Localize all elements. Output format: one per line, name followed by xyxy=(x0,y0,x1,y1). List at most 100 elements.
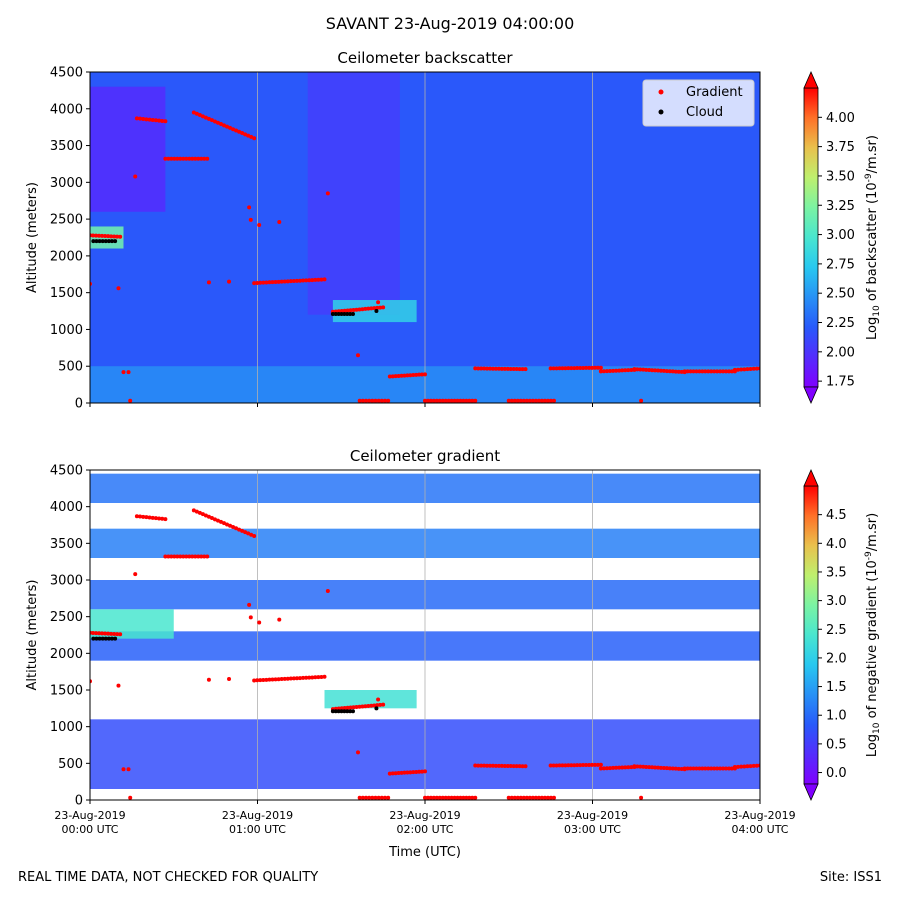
gradient-marker xyxy=(246,531,251,536)
gradient-marker xyxy=(206,677,211,682)
x-tick-label: 23-Aug-2019 xyxy=(54,809,125,822)
cloud-marker xyxy=(330,311,335,316)
gradient-marker xyxy=(726,369,731,374)
gradient-marker xyxy=(742,764,747,769)
gradient-marker xyxy=(248,217,253,222)
gradient-marker xyxy=(199,554,204,559)
x-tick-label: 03:00 UTC xyxy=(564,823,621,836)
gradient-marker xyxy=(190,156,195,161)
cloud-marker xyxy=(336,709,341,714)
gradient-marker xyxy=(566,366,571,371)
gradient-marker xyxy=(718,766,723,771)
gradient-marker xyxy=(729,766,734,771)
gradient-marker xyxy=(187,554,192,559)
backscatter-feature xyxy=(307,72,400,315)
gradient-marker xyxy=(408,770,413,775)
gradient-marker xyxy=(520,764,525,769)
y-tick-label: 1500 xyxy=(50,684,83,699)
gradient-marker xyxy=(375,305,380,310)
gradient-marker xyxy=(644,367,649,372)
gradient-marker xyxy=(581,763,586,768)
gradient-marker xyxy=(508,366,513,371)
gradient-marker xyxy=(202,554,207,559)
gradient-marker xyxy=(527,795,532,800)
gradient-marker xyxy=(203,513,208,518)
site-label: Site: ISS1 xyxy=(819,870,882,885)
gradient-marker xyxy=(291,676,296,681)
gradient-marker xyxy=(405,373,410,378)
gradient-marker xyxy=(473,366,478,371)
gradient-marker xyxy=(288,279,293,284)
gradient-marker xyxy=(676,369,681,374)
gradient-marker xyxy=(215,518,220,523)
gradient-marker xyxy=(222,521,226,526)
y-tick-label: 2000 xyxy=(50,249,83,264)
gradient-marker xyxy=(517,764,522,769)
gradient-marker xyxy=(688,766,693,771)
y-tick-label: 1000 xyxy=(50,323,83,338)
x-tick-label: 01:00 UTC xyxy=(229,823,286,836)
gradient-marker xyxy=(379,795,384,800)
gradient-marker xyxy=(255,280,260,285)
gradient-marker xyxy=(682,766,687,771)
gradient-marker xyxy=(147,117,152,122)
gradient-marker xyxy=(234,526,239,531)
gradient-marker xyxy=(626,368,631,373)
gradient-marker xyxy=(428,795,433,800)
gradient-marker xyxy=(509,398,514,403)
gradient-marker xyxy=(172,554,177,559)
gradient-marker xyxy=(285,279,290,284)
gradient-marker xyxy=(700,369,705,374)
gradient-marker xyxy=(632,367,637,372)
gradient-marker xyxy=(473,795,478,800)
gradient-marker xyxy=(452,398,457,403)
gradient-marker xyxy=(285,676,290,681)
gradient-marker xyxy=(639,795,644,800)
y-tick-label: 3500 xyxy=(50,537,83,552)
gradient-marker xyxy=(423,769,427,774)
y-tick-label: 1500 xyxy=(50,286,83,301)
gradient-marker xyxy=(248,615,253,620)
gradient-marker xyxy=(703,369,708,374)
gradient-marker xyxy=(515,398,520,403)
gradient-marker xyxy=(524,398,529,403)
gradient-marker xyxy=(414,372,419,377)
gradient-marker xyxy=(578,763,583,768)
gradient-marker xyxy=(270,280,275,285)
gradient-marker xyxy=(190,554,195,559)
gradient-marker xyxy=(408,373,413,378)
cloud-marker xyxy=(103,636,108,641)
gradient-marker xyxy=(703,766,708,771)
gradient-marker xyxy=(490,763,495,768)
gradient-marker xyxy=(736,764,741,769)
panel-gradient: Ceilometer gradient 0 500 1000 1500 2000 2500 3… xyxy=(25,447,882,860)
gradient-marker xyxy=(715,766,720,771)
gradient-marker xyxy=(485,763,490,768)
panel-backscatter: Ceilometer backscatter 0 500 1000 1500 2000 25… xyxy=(25,49,882,412)
gradient-marker xyxy=(563,366,568,371)
cloud-marker xyxy=(339,311,344,316)
gradient-marker xyxy=(141,514,146,519)
y-tick-label: 3500 xyxy=(50,139,83,154)
gradient-marker xyxy=(106,631,111,636)
gradient-marker xyxy=(115,234,120,239)
gradient-marker xyxy=(304,278,309,283)
gradient-marker xyxy=(623,368,628,373)
gradient-marker xyxy=(150,117,155,122)
gradient-marker xyxy=(366,306,371,311)
colorbar-tick-label: 0.5 xyxy=(826,737,847,752)
gradient-marker xyxy=(604,369,609,374)
y-tick-label: 4500 xyxy=(50,66,83,81)
gradient-marker xyxy=(575,366,580,371)
gradient-marker xyxy=(166,156,171,161)
gradient-marker xyxy=(360,795,365,800)
gradient-marker xyxy=(249,134,254,139)
gradient-marker xyxy=(664,369,669,374)
gradient-marker xyxy=(291,279,296,284)
x-tick-label: 02:00 UTC xyxy=(396,823,453,836)
y-tick-label: 500 xyxy=(58,360,83,375)
gradient-marker xyxy=(396,771,401,776)
gradient-marker xyxy=(169,156,174,161)
gradient-marker xyxy=(641,764,646,769)
gradient-marker xyxy=(197,510,202,515)
